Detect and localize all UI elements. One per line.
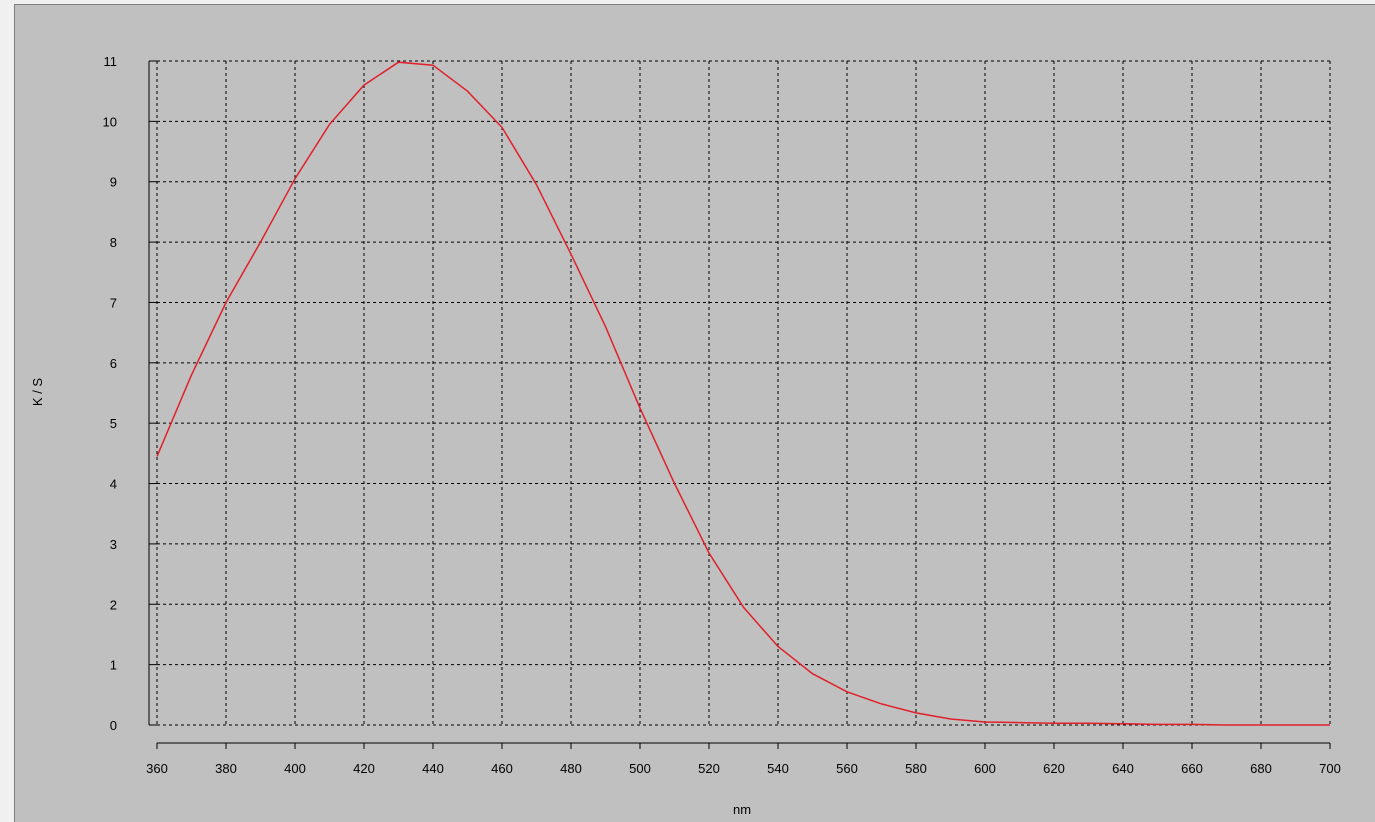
- y-tick-label: 4: [110, 477, 117, 492]
- x-tick-label: 500: [629, 761, 651, 776]
- y-tick-label: 7: [110, 295, 117, 310]
- y-tick-label: 2: [110, 597, 117, 612]
- chart-panel: [14, 4, 1375, 822]
- x-tick-label: 400: [284, 761, 306, 776]
- y-tick-label: 6: [110, 356, 117, 371]
- x-axis-label: nm: [733, 802, 751, 817]
- grid: [156, 60, 1331, 726]
- x-tick-label: 460: [491, 761, 513, 776]
- y-tick-label: 8: [110, 235, 117, 250]
- x-tick-label: 440: [422, 761, 444, 776]
- y-tick-label: 1: [110, 658, 117, 673]
- x-tick-label: 560: [836, 761, 858, 776]
- x-tick-label: 360: [146, 761, 168, 776]
- x-tick-label: 700: [1319, 761, 1341, 776]
- y-tick-label: 5: [110, 416, 117, 431]
- x-tick-label: 620: [1043, 761, 1065, 776]
- y-tick-labels: 0 1 2 3 4 5 6 7 8 9 10 11: [103, 54, 117, 733]
- x-tick-label: 660: [1181, 761, 1203, 776]
- y-axis-label: K / S: [30, 378, 45, 407]
- x-tick-label: 680: [1250, 761, 1272, 776]
- y-tick-label: 10: [103, 114, 117, 129]
- axes: [148, 60, 1331, 749]
- series-group: [156, 61, 1330, 726]
- series-line: [156, 61, 1330, 726]
- x-tick-label: 580: [905, 761, 927, 776]
- x-tick-label: 380: [215, 761, 237, 776]
- y-tick-label: 3: [110, 537, 117, 552]
- y-tick-label: 11: [104, 54, 118, 69]
- x-tick-labels: 360 380 400 420 440 460 480 500 520 540 560 580 600 6…: [146, 761, 1341, 776]
- x-tick-label: 640: [1112, 761, 1134, 776]
- x-tick-label: 420: [353, 761, 375, 776]
- x-tick-label: 600: [974, 761, 996, 776]
- y-tick-label: 9: [110, 175, 117, 190]
- x-tick-label: 540: [767, 761, 789, 776]
- x-tick-label: 520: [698, 761, 720, 776]
- x-tick-label: 480: [560, 761, 582, 776]
- y-tick-label: 0: [110, 718, 117, 733]
